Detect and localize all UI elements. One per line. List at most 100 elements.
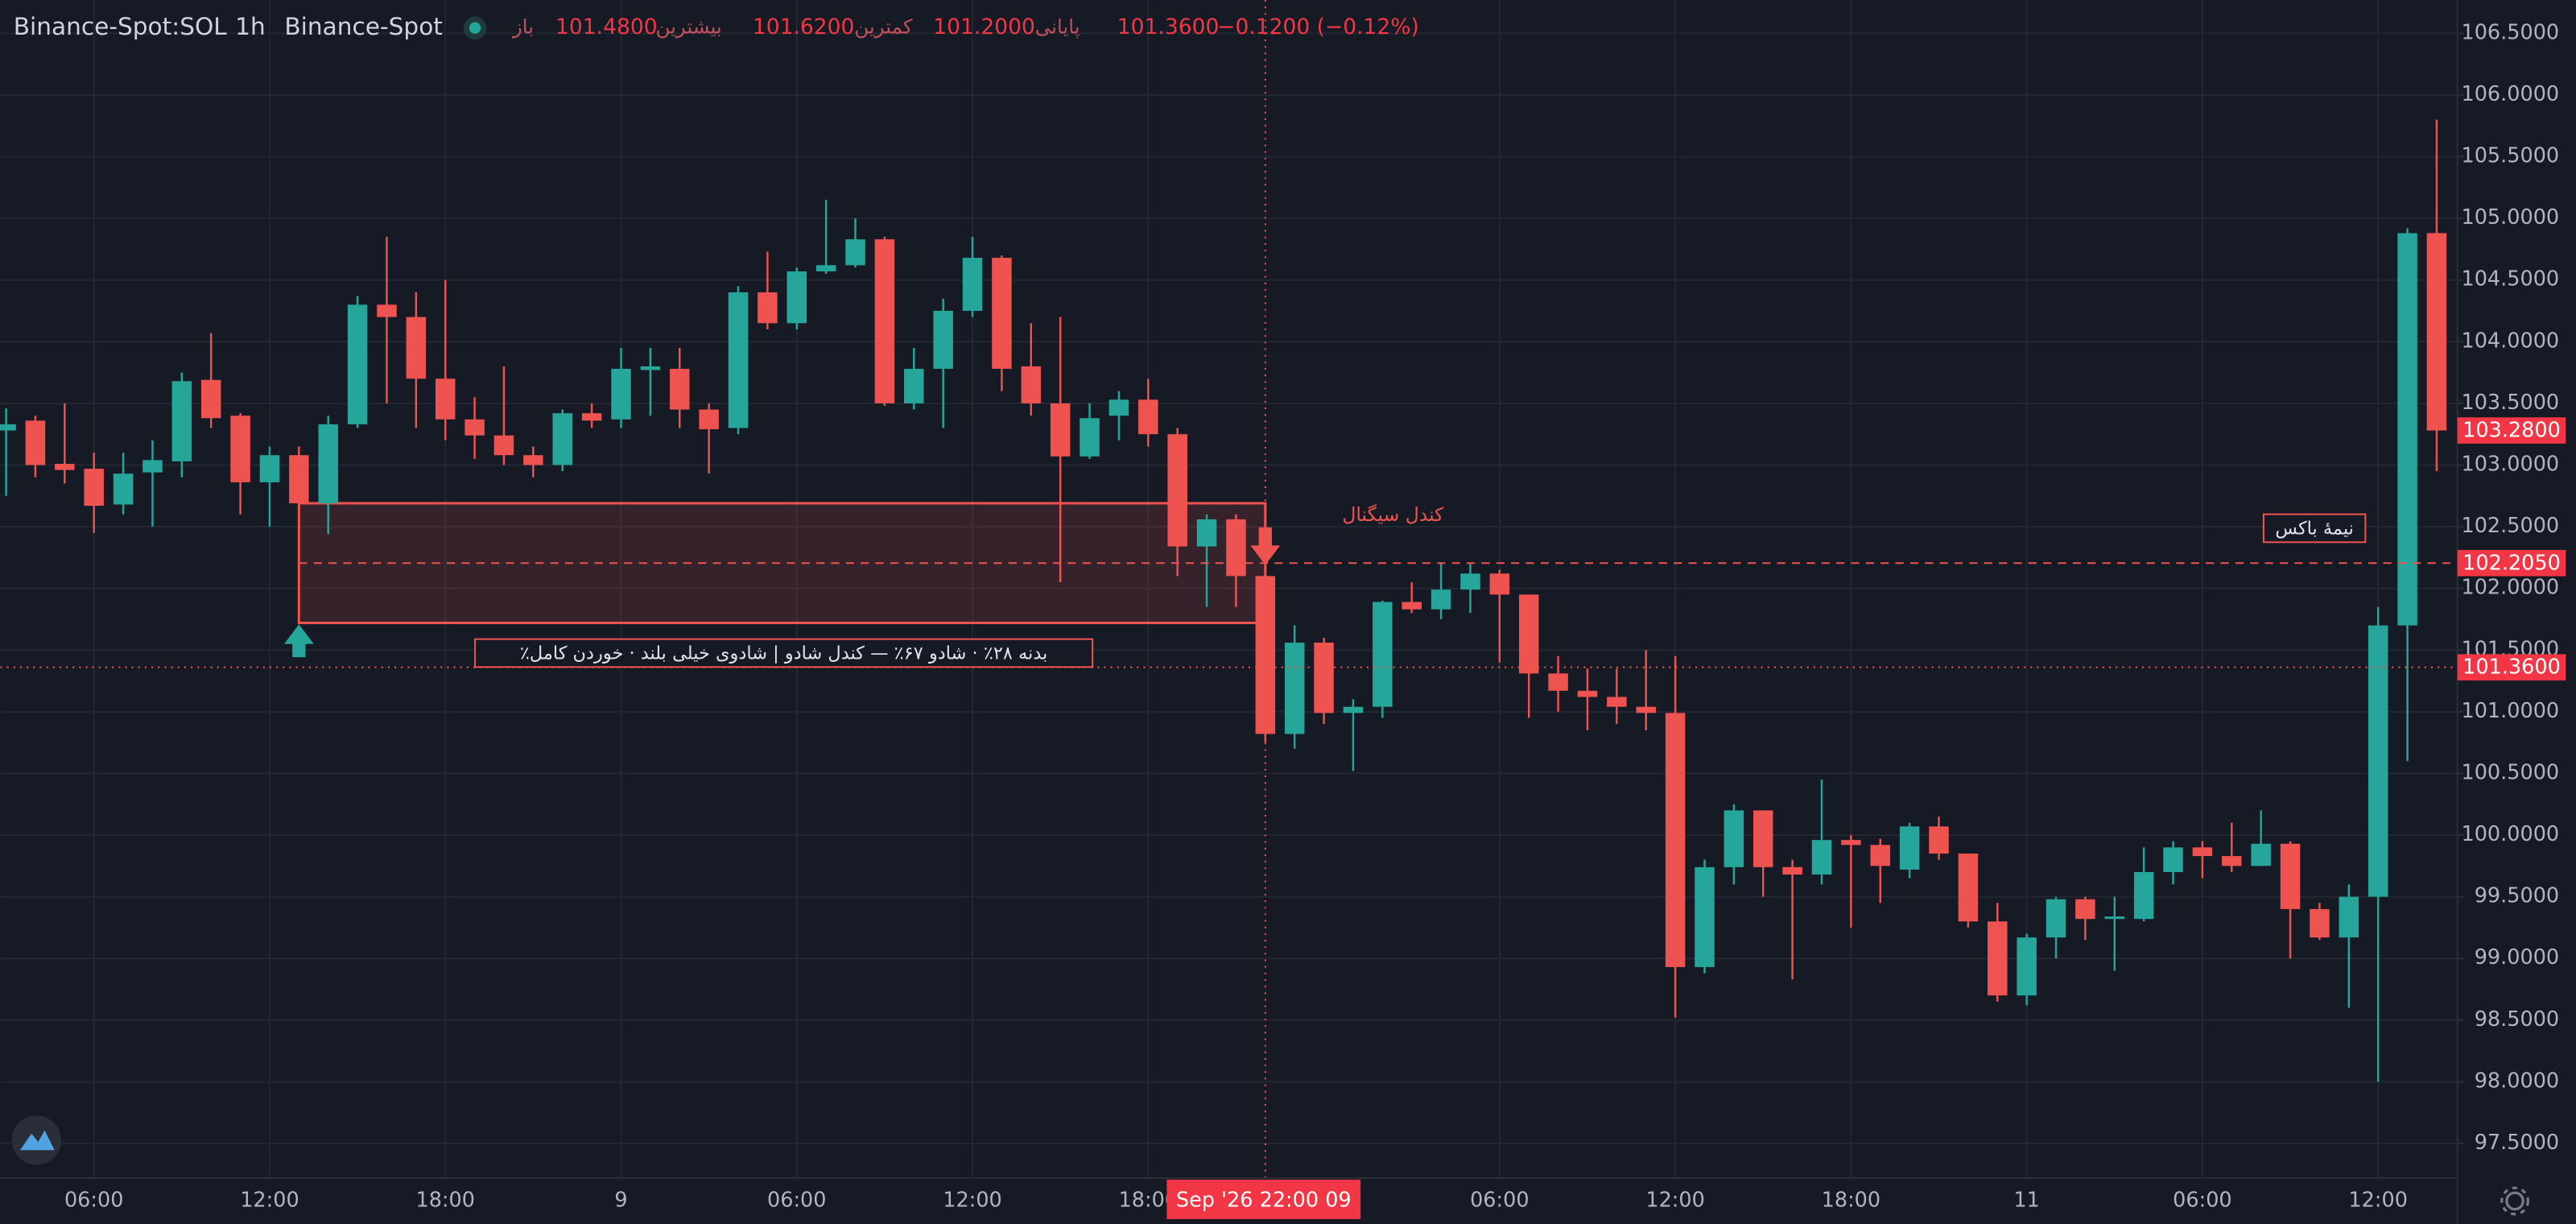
candle-body [1080,418,1100,457]
down-arrow [1250,527,1281,565]
candle-body [2397,233,2417,626]
y-tick-label: 104.5000 [2461,267,2559,292]
candle-body [2046,899,2066,938]
x-tick-label: 12:00 [943,1188,1002,1212]
ohlc-label: کمترین [854,15,912,39]
mid-label: نیمهٔ باکس [2275,518,2354,539]
candle-body [171,381,192,461]
plot: بدنه ۲۸٪ · شادو ۶۷٪ — کندل شادو | شادوی … [0,0,2458,1178]
ohlc-value: 101.4800 [555,14,658,39]
candle-body [318,424,338,503]
candle-body [786,271,807,324]
signal-label: کندل سیگنال [1342,503,1444,526]
candle-body [2075,899,2095,920]
up-arrow [283,624,314,658]
price-tag-label: 103.2800 [2462,419,2561,443]
candle-body [1108,399,1129,416]
x-tick-label: 12:00 [2348,1188,2408,1212]
candle-body [377,304,397,317]
y-tick-label: 104.0000 [2461,329,2559,353]
candle-body [1314,643,1334,713]
candle-body [1811,840,1832,875]
candle-body [0,424,16,431]
x-tick-label: 06:00 [64,1188,123,1212]
gear-teeth[interactable] [2500,1186,2530,1216]
y-tick-label: 100.0000 [2461,822,2559,846]
y-tick-label: 106.0000 [2461,82,2559,106]
candle-body [1724,810,1744,867]
candle-body [2222,856,2242,866]
candle-body [25,420,46,465]
candle-body [1753,810,1773,867]
interval: 1h [235,13,266,40]
candle-body [1841,840,1861,846]
candle-body [1607,697,1627,707]
gear-icon[interactable] [2505,1191,2524,1211]
candle-body [962,258,983,312]
candle-body [1518,594,1539,674]
candle-body [2251,843,2271,866]
candle-body [640,366,661,370]
logo-icon[interactable] [19,1130,55,1151]
x-tick-label: 06:00 [767,1188,827,1212]
candle-body [84,469,104,507]
candle-body [1284,643,1305,734]
x-tick-label: 06:00 [1470,1188,1530,1212]
candle-body [611,369,631,420]
y-tick-label: 102.5000 [2461,514,2559,538]
y-tick-label: 98.5000 [2475,1007,2559,1032]
candle-body [1021,366,1042,403]
y-tick-label: 103.0000 [2461,452,2559,476]
candle-body [523,455,543,465]
candle-body [2192,847,2213,857]
crosshair-label: Sep '26 22:00 09 [1176,1188,1352,1212]
y-tick-label: 101.0000 [2461,699,2559,723]
price-tag [2457,417,2566,444]
candle-body [2368,625,2388,897]
candle-body [289,455,309,503]
logo[interactable] [11,1115,61,1165]
candle-body [347,304,368,424]
settings-gear[interactable] [2500,1186,2530,1216]
x-tick-label: 18:00 [1822,1188,1881,1212]
x-tick-label: 9 [614,1188,627,1212]
candle-body [1695,866,1715,967]
price-tag-label: 101.3600 [2462,655,2561,680]
candle-body [1255,576,1276,734]
axes: 97.5000 98.0000 98.5000 99.0000 99.5000 100.0… [64,20,2566,1219]
y-tick-label: 97.5000 [2475,1131,2559,1155]
candle-body [1548,673,1568,691]
y-tick-label: 106.5000 [2461,20,2559,44]
price-tag [2457,549,2566,577]
candle-body [464,419,485,436]
y-tick-label: 100.5000 [2461,760,2559,784]
y-tick-label: 102.0000 [2461,576,2559,600]
candle-body [142,460,163,473]
candle-body [1929,826,1949,854]
mid-label-bg [2262,513,2367,544]
x-tick-label: 11 [2013,1188,2039,1212]
ohlc-label: پایانی [1035,15,1080,39]
ohlc-label: باز [511,15,534,39]
candle-body [904,369,924,403]
candle-body [815,265,836,271]
candle-body [1138,399,1158,435]
signal-box [297,502,1267,625]
candle-body [581,413,602,421]
candle-body [2280,843,2301,909]
candle-body [1489,573,1510,595]
candle-body [992,258,1012,370]
y-tick-label: 98.0000 [2475,1069,2559,1093]
status-dot-core [469,22,481,34]
candle-body [1402,602,1422,610]
candle-body [670,369,690,410]
ohlc-value: 101.2000 [933,14,1035,39]
candle-body [1870,845,1891,866]
ohlc-value: 101.6200 [753,14,855,39]
price-tag [2457,654,2566,681]
candle-body [2339,896,2359,938]
candle-body [493,435,514,456]
candle-body [845,239,865,266]
